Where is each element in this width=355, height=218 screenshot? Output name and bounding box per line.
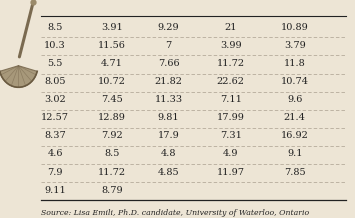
Text: 11.72: 11.72	[217, 59, 245, 68]
Text: 8.5: 8.5	[104, 149, 120, 158]
Text: 5.5: 5.5	[47, 59, 63, 68]
Text: 10.74: 10.74	[281, 77, 308, 86]
Text: 3.91: 3.91	[101, 23, 123, 32]
Text: 21: 21	[224, 23, 237, 32]
Text: 7: 7	[165, 41, 172, 50]
Text: 21.4: 21.4	[284, 113, 306, 122]
Text: 17.9: 17.9	[158, 131, 180, 140]
Text: 17.99: 17.99	[217, 113, 245, 122]
Text: 4.71: 4.71	[101, 59, 123, 68]
Text: 22.62: 22.62	[217, 77, 245, 86]
Text: 10.3: 10.3	[44, 41, 66, 50]
Text: 16.92: 16.92	[281, 131, 308, 140]
Text: Source: Lisa Emili, Ph.D. candidate, University of Waterloo, Ontario: Source: Lisa Emili, Ph.D. candidate, Uni…	[41, 209, 309, 217]
Text: 3.02: 3.02	[44, 95, 66, 104]
Text: 9.1: 9.1	[287, 149, 302, 158]
Text: 9.6: 9.6	[287, 95, 302, 104]
Text: 8.05: 8.05	[44, 77, 66, 86]
Text: 9.11: 9.11	[44, 186, 66, 195]
Text: 11.56: 11.56	[98, 41, 126, 50]
Text: 4.9: 4.9	[223, 149, 239, 158]
Text: 21.82: 21.82	[155, 77, 182, 86]
Text: 8.37: 8.37	[44, 131, 66, 140]
Text: 9.29: 9.29	[158, 23, 179, 32]
Text: 7.92: 7.92	[101, 131, 123, 140]
Text: 4.85: 4.85	[158, 167, 179, 177]
Text: 12.57: 12.57	[41, 113, 69, 122]
Text: 9.81: 9.81	[158, 113, 179, 122]
Text: 12.89: 12.89	[98, 113, 126, 122]
Text: 7.85: 7.85	[284, 167, 305, 177]
Text: 8.5: 8.5	[47, 23, 63, 32]
Text: 4.6: 4.6	[47, 149, 63, 158]
Text: 7.66: 7.66	[158, 59, 179, 68]
Polygon shape	[0, 66, 37, 87]
Text: 10.89: 10.89	[281, 23, 308, 32]
Text: 3.79: 3.79	[284, 41, 306, 50]
Text: 4.8: 4.8	[161, 149, 176, 158]
Text: 7.45: 7.45	[101, 95, 123, 104]
Text: 11.8: 11.8	[284, 59, 306, 68]
Text: 11.33: 11.33	[154, 95, 183, 104]
Text: 3.99: 3.99	[220, 41, 241, 50]
Text: 7.9: 7.9	[47, 167, 63, 177]
Text: 7.11: 7.11	[220, 95, 242, 104]
Text: 10.72: 10.72	[98, 77, 126, 86]
Text: 11.72: 11.72	[98, 167, 126, 177]
Text: 11.97: 11.97	[217, 167, 245, 177]
Text: 7.31: 7.31	[220, 131, 242, 140]
Text: 8.79: 8.79	[101, 186, 122, 195]
